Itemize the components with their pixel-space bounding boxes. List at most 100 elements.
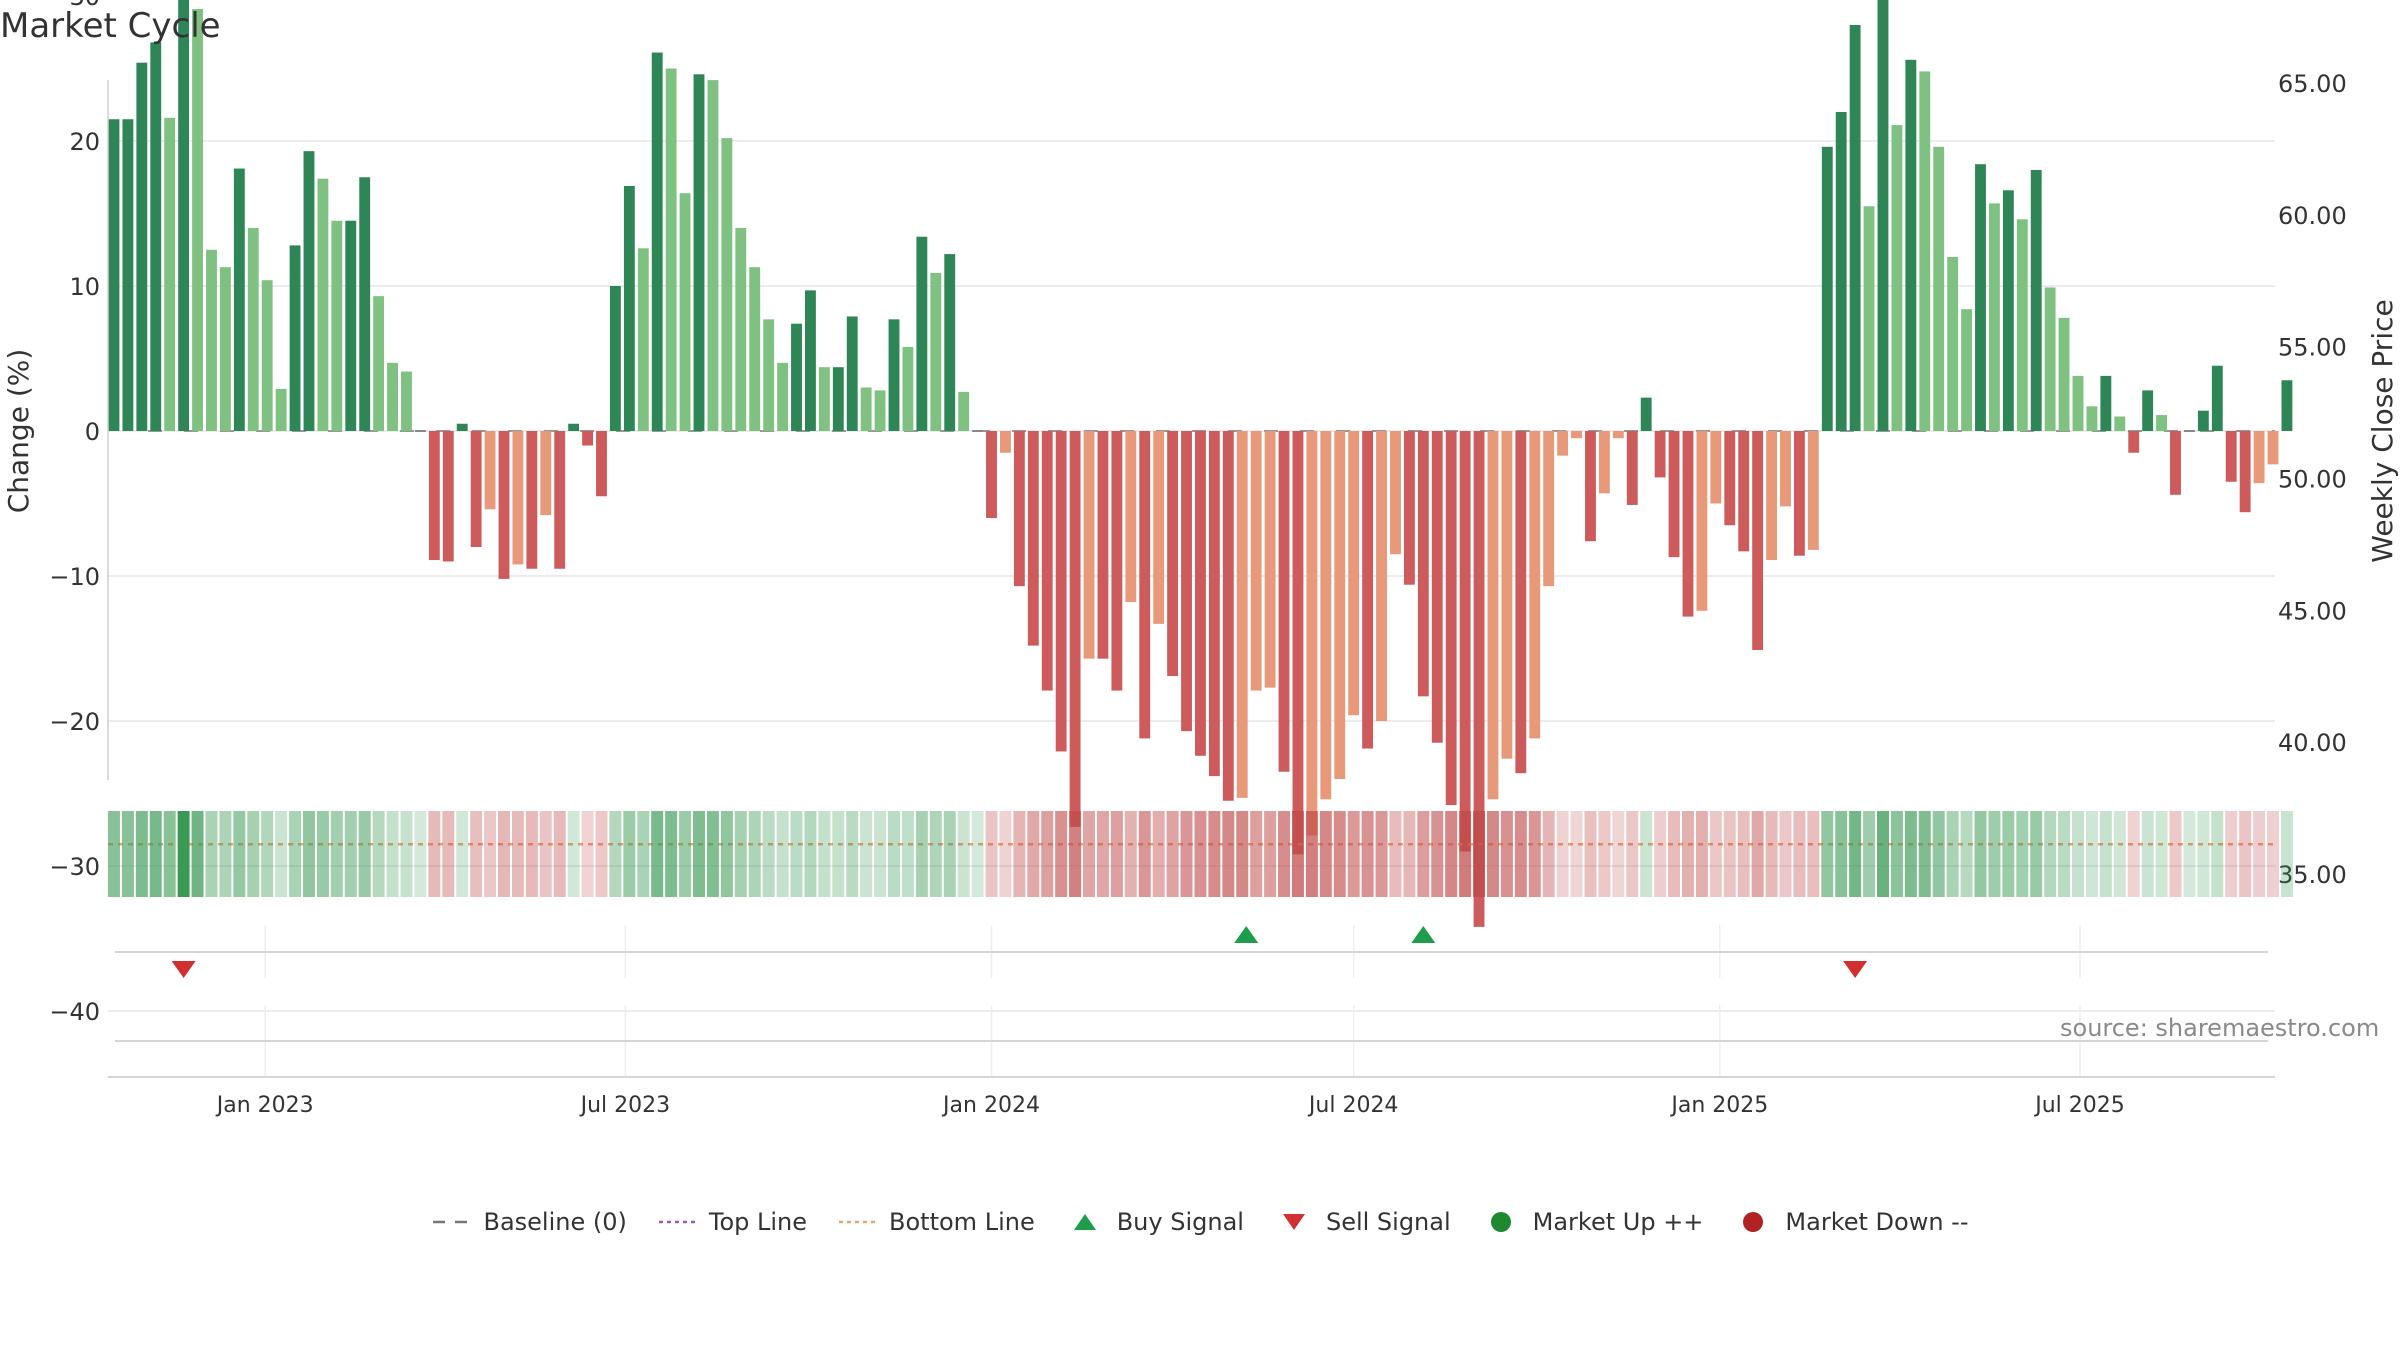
legend-item-bottom-line[interactable]: Bottom Line [837, 1208, 1035, 1236]
change-bar [2170, 431, 2181, 495]
axes: 403020100−10−20−30−4070.0065.0060.0055.0… [2, 0, 2399, 1026]
change-bar [275, 388, 287, 431]
heat-cell [1389, 811, 1402, 897]
change-bar [1083, 431, 1095, 659]
heat-cell [1779, 811, 1792, 897]
heat-cell [1960, 811, 1973, 897]
y-tick-label: 30 [69, 0, 100, 11]
heat-cell [1723, 811, 1736, 897]
heat-cell [1654, 811, 1667, 897]
heat-cell [1194, 811, 1207, 897]
heat-cell [2044, 811, 2057, 897]
heat-cell [2169, 811, 2182, 897]
legend-item-top-line[interactable]: Top Line [657, 1208, 807, 1236]
change-bar [1724, 431, 1736, 526]
heat-cell [1375, 811, 1388, 897]
heat-cell [1500, 811, 1513, 897]
change-bar [1947, 257, 1959, 431]
change-bar [2253, 431, 2265, 484]
change-bar [2239, 431, 2251, 513]
change-bar [916, 236, 928, 431]
dotted-line-icon [839, 1220, 876, 1224]
legend-label: Market Down -- [1785, 1208, 1969, 1236]
heat-cell [1361, 811, 1374, 897]
change-bar [972, 430, 984, 432]
change-bar [1598, 431, 1610, 494]
y2-tick-label: 65.00 [2278, 70, 2347, 98]
heat-cell [107, 811, 120, 897]
change-bar [930, 272, 942, 431]
heat-cell [2253, 811, 2266, 897]
y-tick-label: −10 [49, 563, 100, 591]
heat-cell [1305, 811, 1318, 897]
heat-cell [734, 811, 747, 897]
change-bar [1473, 431, 1485, 927]
heat-cell [943, 811, 956, 897]
change-bar [1139, 431, 1151, 739]
legend-item-sell[interactable]: Sell Signal [1274, 1208, 1451, 1236]
triangle-up-icon [1073, 1214, 1096, 1230]
change-bar [1696, 431, 1708, 611]
heat-cell [1013, 811, 1026, 897]
legend-label: Bottom Line [889, 1208, 1035, 1236]
y-tick-label: −40 [49, 998, 100, 1026]
change-bar [512, 431, 524, 565]
x-tick-label: Jul 2023 [579, 1093, 671, 1118]
y-tick-label: 0 [85, 418, 100, 446]
heat-cell [247, 811, 260, 897]
legend-item-market-up[interactable]: Market Up ++ [1481, 1208, 1703, 1236]
heat-cell [1751, 811, 1764, 897]
change-bar [665, 68, 677, 431]
change-bar [1752, 431, 1764, 650]
change-bars [108, 0, 2293, 927]
heat-cell [1083, 811, 1096, 897]
heat-cell [1542, 811, 1555, 897]
heat-cell [985, 811, 998, 897]
change-bar [2058, 317, 2070, 431]
change-bar [1905, 59, 1917, 432]
legend-label: Top Line [708, 1208, 808, 1236]
legend-label: Sell Signal [1325, 1208, 1451, 1236]
change-bar [958, 391, 970, 431]
change-bar [1529, 431, 1541, 739]
legend-item-baseline[interactable]: Baseline (0) [431, 1208, 627, 1236]
heat-cell [442, 811, 455, 897]
change-bar [1097, 431, 1109, 659]
heat-cell [1932, 811, 1945, 897]
heat-cell [1403, 811, 1416, 897]
change-bar [108, 119, 120, 431]
change-bar [1807, 431, 1819, 550]
change-bar [1320, 431, 1332, 800]
change-bar [832, 367, 844, 431]
change-bar [1961, 309, 1972, 431]
x-tick-label: Jul 2025 [2033, 1093, 2125, 1118]
y2-axis-title: Weekly Close Price [2366, 299, 2399, 562]
change-bar [247, 228, 259, 431]
change-bar [1055, 431, 1067, 752]
change-bar [1988, 203, 2000, 431]
heat-cell [289, 811, 302, 897]
dash-line-icon [433, 1220, 470, 1224]
y-tick-label: −30 [49, 853, 100, 881]
change-bar [1264, 431, 1276, 688]
change-bar [860, 387, 872, 431]
heat-cell [1918, 811, 1931, 897]
legend-label: Baseline (0) [483, 1208, 627, 1236]
legend-item-market-down[interactable]: Market Down -- [1733, 1208, 1969, 1236]
heat-cell [456, 811, 469, 897]
change-bar [2211, 365, 2223, 431]
change-bar [582, 431, 593, 446]
change-bar [1682, 431, 1694, 617]
heat-cell [1556, 811, 1569, 897]
change-bar [192, 9, 203, 432]
heat-cell [1291, 811, 1304, 897]
heat-cell [1695, 811, 1708, 897]
heat-cell [1821, 811, 1834, 897]
change-bar [2281, 380, 2293, 431]
change-bar [693, 74, 705, 432]
legend-item-buy[interactable]: Buy Signal [1065, 1208, 1244, 1236]
change-bar [2197, 410, 2209, 431]
heat-cell [386, 811, 399, 897]
heat-cell [1417, 811, 1430, 897]
